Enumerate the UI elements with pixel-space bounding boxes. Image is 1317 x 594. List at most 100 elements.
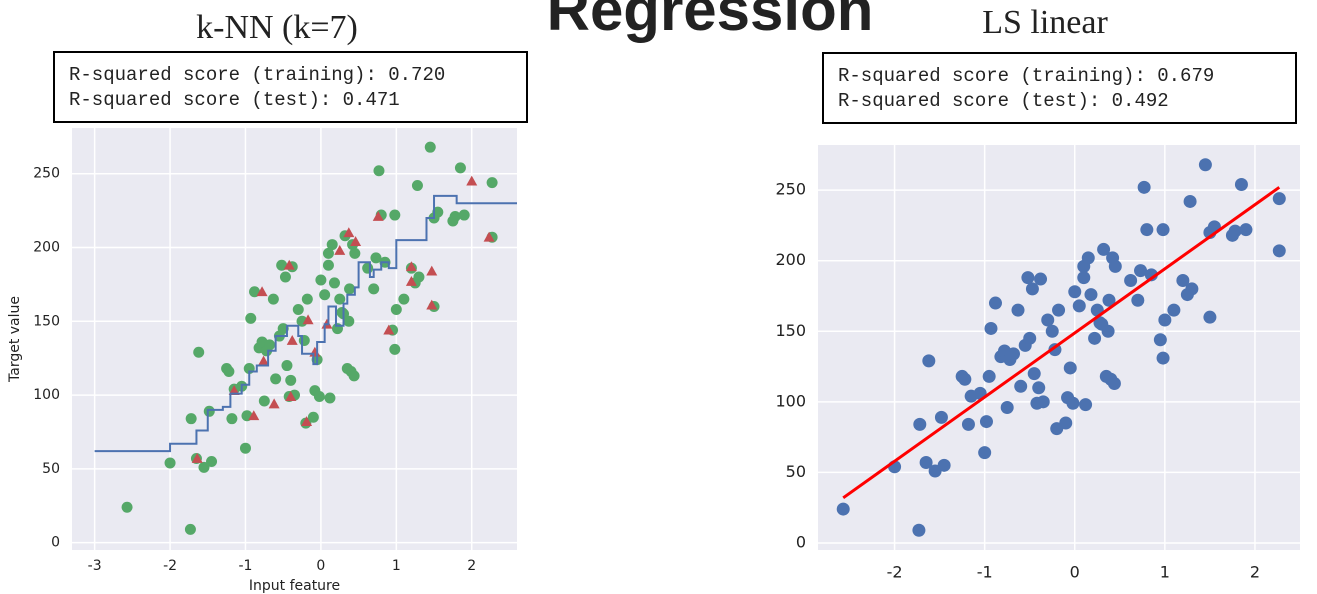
y-tick-label: 250 (33, 166, 60, 182)
point (239, 442, 251, 454)
chart-title: LS linear (982, 4, 1108, 41)
point (226, 413, 238, 425)
point (1156, 223, 1170, 237)
point (286, 334, 298, 345)
point (1036, 395, 1050, 409)
point (191, 453, 203, 463)
point (362, 262, 374, 274)
point (373, 165, 385, 177)
point (984, 321, 998, 335)
point (256, 286, 268, 297)
y-tick-label: 150 (775, 321, 806, 340)
point (1156, 351, 1170, 365)
y-axis-label: Target value (7, 296, 23, 383)
point (203, 405, 215, 417)
point (276, 259, 288, 271)
point (1153, 333, 1167, 347)
y-tick-label: 100 (775, 391, 806, 410)
point (301, 416, 313, 427)
x-tick-label: 1 (392, 558, 401, 574)
point (389, 209, 401, 221)
point (432, 206, 444, 218)
point (277, 323, 289, 335)
point (348, 370, 360, 382)
point (413, 271, 425, 283)
point (1239, 223, 1253, 237)
point (326, 239, 338, 251)
point (258, 355, 270, 366)
y-tick-label: 250 (775, 180, 806, 199)
point (206, 455, 218, 467)
line (94, 194, 517, 453)
annotation-box (53, 51, 528, 123)
point (426, 265, 438, 276)
point (836, 502, 850, 516)
annotation: R-squared score (test): 0.492 (838, 90, 1169, 112)
point (1032, 381, 1046, 395)
point (1007, 347, 1021, 361)
x-axis-label: Input feature (249, 578, 340, 594)
point (245, 312, 257, 324)
x-tick-label: 0 (316, 558, 325, 574)
point (1077, 271, 1091, 285)
point (1183, 194, 1197, 208)
point (302, 314, 314, 325)
point (1097, 242, 1111, 256)
y-tick-label: 100 (33, 387, 60, 403)
point (193, 346, 205, 358)
point (1088, 331, 1102, 345)
point (1027, 367, 1041, 381)
point (486, 177, 498, 189)
point (281, 360, 293, 372)
point (301, 293, 313, 305)
point (1084, 288, 1098, 302)
point (1000, 400, 1014, 414)
point (343, 315, 355, 327)
point (267, 293, 279, 305)
point (1140, 223, 1154, 237)
point (1034, 272, 1048, 286)
point (285, 374, 297, 386)
point (1272, 244, 1286, 258)
y-tick-label: 0 (796, 532, 806, 551)
plot-area (72, 128, 517, 550)
point (319, 289, 331, 301)
x-tick-label: -1 (977, 563, 993, 582)
x-tick-label: 1 (1160, 563, 1170, 582)
point (389, 343, 401, 355)
point (370, 252, 382, 264)
point (1079, 398, 1093, 412)
annotation: R-squared score (training): 0.679 (838, 65, 1214, 87)
point (1124, 273, 1138, 287)
point (248, 410, 260, 421)
point (228, 385, 240, 396)
point (1045, 324, 1059, 338)
y-tick-label: 50 (42, 461, 60, 477)
point (307, 411, 319, 423)
point (988, 296, 1002, 310)
point (982, 369, 996, 383)
point (324, 392, 336, 404)
point (958, 372, 972, 386)
x-tick-label: -3 (88, 558, 102, 574)
x-tick-label: 2 (467, 558, 476, 574)
point (411, 180, 423, 192)
point (185, 413, 197, 425)
point (1137, 180, 1151, 194)
point (934, 410, 948, 424)
point (349, 247, 361, 259)
point (198, 461, 210, 473)
point (1272, 192, 1286, 206)
point (223, 365, 235, 377)
point (424, 141, 436, 153)
point (343, 227, 355, 238)
point (121, 501, 133, 513)
point (398, 293, 410, 305)
point (1134, 264, 1148, 278)
point (405, 275, 417, 286)
point (1101, 324, 1115, 338)
annotation: R-squared score (test): 0.471 (69, 89, 400, 111)
annotation-box (822, 52, 1297, 124)
point (184, 523, 196, 535)
